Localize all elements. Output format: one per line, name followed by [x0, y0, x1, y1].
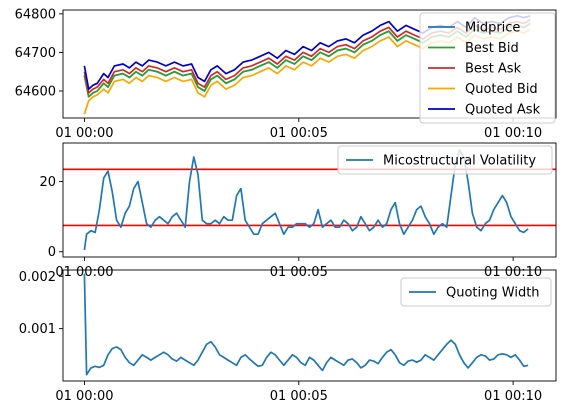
axes-frame	[62, 269, 557, 382]
legend-label: Quoting Width	[446, 286, 540, 301]
x-tick-label: 01 00:00	[55, 126, 113, 141]
legend-label: Midprice	[465, 21, 520, 36]
chart-panel-3: 01 00:00 01 00:05 01 00:10 0.001 0.002 Quotin…	[19, 269, 557, 404]
legend-label: Best Ask	[465, 62, 522, 77]
series-line-micostructural-volatility	[83, 149, 529, 251]
x-tick-label: 01 00:00	[55, 265, 113, 280]
legend: Quoting Width	[400, 277, 552, 307]
chart-panel-2: 01 00:00 01 00:05 01 00:10 0 20 Micostructura…	[39, 142, 557, 280]
y-tick-label: 0	[48, 245, 56, 260]
axes-frame	[62, 142, 557, 258]
x-tick-label: 01 00:05	[270, 265, 328, 280]
legend-label: Quoted Ask	[465, 103, 541, 118]
x-tick-label: 01 00:10	[484, 389, 542, 404]
legend-label: Quoted Bid	[465, 82, 538, 97]
legend-label: Micostructural Volatility	[383, 154, 536, 169]
legend: Midprice Best Bid Best Ask Quoted Bid Quoted…	[419, 12, 556, 124]
y-tick-label: 64800	[15, 7, 56, 22]
x-tick-label: 01 00:05	[270, 389, 328, 404]
y-tick-label: 0.001	[19, 322, 56, 337]
chart-panel-1: 01 00:00 01 00:05 01 00:10 64600 64700 64800 M…	[15, 7, 557, 141]
legend-label: Best Bid	[465, 41, 519, 56]
y-tick-label: 0.002	[19, 270, 56, 285]
x-tick-label: 01 00:05	[270, 126, 328, 141]
x-tick-label: 01 00:00	[55, 389, 113, 404]
y-tick-label: 64600	[15, 85, 56, 100]
legend: Micostructural Volatility	[337, 145, 553, 175]
legend-box	[400, 277, 552, 307]
y-tick-label: 20	[39, 175, 56, 190]
y-tick-label: 64700	[15, 46, 56, 61]
legend-box	[337, 145, 553, 175]
x-tick-label: 01 00:10	[484, 126, 542, 141]
x-tick-label: 01 00:10	[484, 265, 542, 280]
series-line-quoting-width	[83, 273, 529, 376]
axes-frame	[62, 9, 557, 119]
legend-box	[419, 12, 556, 124]
